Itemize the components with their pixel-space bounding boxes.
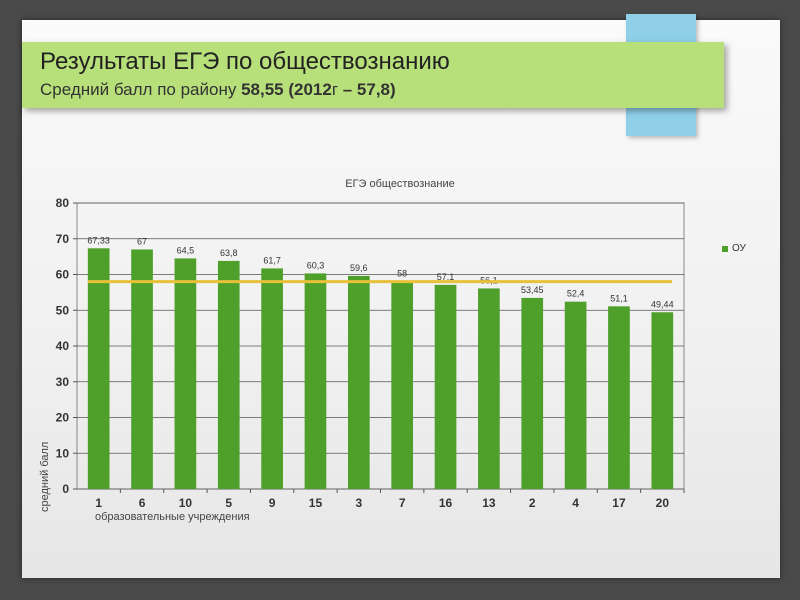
data-label: 57,1 <box>437 272 455 282</box>
legend-swatch <box>722 245 728 252</box>
bar <box>564 301 587 489</box>
data-label: 51,1 <box>610 293 628 303</box>
data-label: 49,44 <box>651 299 674 309</box>
subtitle-prefix: Средний балл по району <box>40 80 242 99</box>
x-tick-label: 5 <box>225 496 232 510</box>
chart-legend: ОУ <box>722 243 746 254</box>
y-axis-label: средний балл <box>39 441 51 512</box>
page-subtitle: Средний балл по району 58,55 (2012г – 57… <box>40 80 396 100</box>
x-tick-label: 20 <box>656 496 670 510</box>
x-tick-label: 15 <box>309 496 323 510</box>
y-tick-label: 60 <box>56 268 70 282</box>
chart-title: ЕГЭ обществознание <box>345 178 455 190</box>
x-tick-label: 13 <box>482 496 496 510</box>
y-tick-label: 10 <box>56 446 70 460</box>
data-label: 58 <box>397 269 407 279</box>
bar <box>304 273 327 489</box>
title-banner <box>22 42 724 108</box>
data-label: 60,3 <box>307 260 325 270</box>
x-tick-label: 16 <box>439 496 453 510</box>
bar <box>608 306 630 489</box>
data-label: 61,7 <box>263 255 281 265</box>
bar <box>261 268 283 489</box>
y-tick-label: 30 <box>56 375 70 389</box>
x-axis-label: образовательные учреждения <box>95 511 250 523</box>
data-label: 59,6 <box>350 263 368 273</box>
x-tick-label: 1 <box>95 496 102 510</box>
bar <box>651 312 674 489</box>
x-tick-label: 7 <box>399 496 406 510</box>
bar <box>478 288 500 489</box>
bar <box>521 297 544 489</box>
x-tick-label: 17 <box>612 496 626 510</box>
x-tick-label: 3 <box>355 496 362 510</box>
page-title: Результаты ЕГЭ по обществознанию <box>40 48 450 75</box>
y-tick-label: 50 <box>56 303 70 317</box>
y-tick-label: 20 <box>56 411 70 425</box>
x-tick-label: 2 <box>529 496 536 510</box>
data-label: 53,45 <box>521 285 544 295</box>
data-label: 63,8 <box>220 248 238 258</box>
data-label: 64,5 <box>177 245 195 255</box>
data-label: 67,33 <box>87 235 110 245</box>
subtitle-year-suffix: г <box>331 80 339 99</box>
bar <box>131 249 153 489</box>
y-tick-label: 80 <box>56 196 70 210</box>
bar <box>87 248 110 489</box>
data-label: 52,4 <box>567 289 585 299</box>
bar <box>391 281 414 489</box>
y-tick-label: 0 <box>62 482 69 496</box>
x-tick-label: 4 <box>572 496 579 510</box>
y-tick-label: 70 <box>56 232 70 246</box>
x-tick-label: 9 <box>269 496 276 510</box>
bar <box>347 275 370 489</box>
x-tick-label: 6 <box>139 496 146 510</box>
y-tick-label: 40 <box>56 339 70 353</box>
x-tick-label: 10 <box>179 496 193 510</box>
legend-label: ОУ <box>732 243 746 254</box>
data-label: 67 <box>137 236 147 246</box>
bar <box>174 258 197 489</box>
bar <box>217 260 240 489</box>
subtitle-value: 58,55 (2012 <box>241 80 332 99</box>
subtitle-tail: – 57,8) <box>338 80 396 99</box>
bar <box>434 284 457 489</box>
